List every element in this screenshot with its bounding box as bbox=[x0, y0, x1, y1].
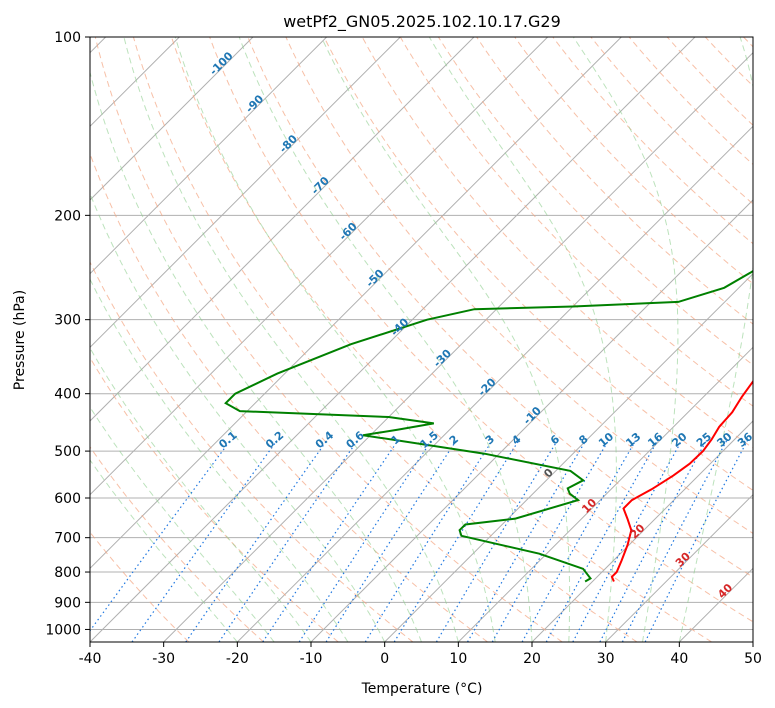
isotherm-line bbox=[457, 346, 753, 642]
mixing-ratio-line bbox=[466, 440, 587, 642]
mixing-ratio-line bbox=[435, 440, 558, 642]
y-tick-label: 900 bbox=[54, 595, 81, 611]
isotherm-line bbox=[163, 51, 753, 642]
dry-adiabat-line bbox=[90, 260, 414, 642]
isotherm-line bbox=[236, 125, 753, 642]
chart-title: wetPf2_GN05.2025.102.10.17.G29 bbox=[283, 12, 561, 32]
mixing-ratio-line bbox=[621, 440, 728, 642]
moist-adiabat-line bbox=[678, 37, 753, 642]
mixing-ratio-line bbox=[644, 440, 748, 642]
moist-adiabat-line bbox=[428, 37, 617, 642]
moist-adiabat-line bbox=[90, 278, 349, 642]
y-tick-label: 1000 bbox=[45, 622, 81, 638]
mixing-ratio-line bbox=[393, 440, 520, 642]
y-tick-label: 400 bbox=[54, 387, 81, 403]
mixing-ratio-line bbox=[491, 440, 609, 642]
x-axis-title: Temperature (°C) bbox=[361, 681, 483, 697]
background-lines bbox=[90, 37, 753, 642]
x-tick-label: 50 bbox=[744, 651, 762, 667]
dry-adiabat-line bbox=[399, 37, 753, 407]
x-tick-label: 10 bbox=[449, 651, 467, 667]
x-tick-label: -10 bbox=[300, 651, 323, 667]
moist-adiabat-line bbox=[90, 70, 422, 642]
moist-adiabat-line bbox=[320, 37, 571, 642]
dry-adiabat-line bbox=[285, 37, 753, 535]
mixing-ratio-line bbox=[185, 440, 328, 642]
plot-frame bbox=[89, 36, 754, 643]
mixing-ratio-line bbox=[545, 440, 659, 642]
moist-adiabat-line bbox=[123, 37, 459, 642]
isotherm-line bbox=[90, 37, 475, 422]
x-tick-label: 0 bbox=[380, 651, 389, 667]
isotherm-line bbox=[90, 37, 401, 349]
isotherm-line bbox=[605, 493, 753, 642]
dry-adiabat-line bbox=[361, 37, 753, 449]
moist-adiabat-line bbox=[90, 459, 238, 642]
mixing-ratio-line bbox=[131, 440, 278, 642]
temperature-profile-line bbox=[610, 379, 753, 582]
isotherm-line bbox=[531, 420, 753, 642]
dewpoint-profile-line bbox=[224, 269, 753, 583]
x-tick-label: -20 bbox=[226, 651, 249, 667]
dry-adiabat-line bbox=[94, 37, 563, 642]
moist-adiabat-line bbox=[90, 347, 312, 642]
mixing-ratio-line bbox=[521, 440, 637, 642]
x-tick-label: 40 bbox=[670, 651, 688, 667]
series-layer bbox=[224, 269, 753, 583]
mixing-ratio-line bbox=[364, 440, 493, 642]
mixing-ratio-line bbox=[599, 440, 707, 642]
dry-adiabat-line bbox=[323, 37, 753, 491]
dry-adiabat-line bbox=[90, 446, 264, 642]
y-tick-label: 800 bbox=[54, 565, 81, 581]
mixing-ratio-line bbox=[298, 440, 432, 642]
y-axis-ticks: 100 200 300 400 500 600 700 800 900 1000 bbox=[45, 30, 90, 638]
y-tick-label: 100 bbox=[54, 30, 81, 46]
dry-adiabat-line bbox=[209, 37, 753, 623]
x-axis-ticks: -40 -30 -20 -10 0 10 20 30 40 50 bbox=[79, 642, 762, 667]
x-tick-label: 20 bbox=[523, 651, 541, 667]
moist-adiabat-line bbox=[90, 406, 275, 642]
isotherm-line bbox=[90, 37, 549, 496]
y-tick-label: 500 bbox=[54, 444, 81, 460]
isotherm-line bbox=[90, 37, 328, 275]
isotherm-line bbox=[90, 37, 254, 201]
y-axis-title: Pressure (hPa) bbox=[12, 290, 28, 390]
moist-adiabat-line bbox=[174, 37, 496, 642]
moist-adiabat-line bbox=[90, 192, 386, 642]
y-tick-label: 600 bbox=[54, 491, 81, 507]
x-tick-label: -30 bbox=[152, 651, 175, 667]
x-tick-label: 30 bbox=[597, 651, 615, 667]
y-tick-label: 200 bbox=[54, 208, 81, 224]
x-tick-label: -40 bbox=[79, 651, 102, 667]
moist-adiabat-line bbox=[238, 37, 533, 642]
moist-adiabat-line bbox=[572, 37, 679, 642]
isotherm-line bbox=[90, 37, 622, 570]
y-tick-label: 300 bbox=[54, 313, 81, 329]
dry-adiabat-line bbox=[437, 37, 753, 366]
y-tick-label: 700 bbox=[54, 531, 81, 547]
dry-adiabat-line bbox=[247, 37, 753, 578]
dry-adiabat-line bbox=[90, 152, 488, 642]
dry-adiabat-line bbox=[132, 37, 638, 642]
